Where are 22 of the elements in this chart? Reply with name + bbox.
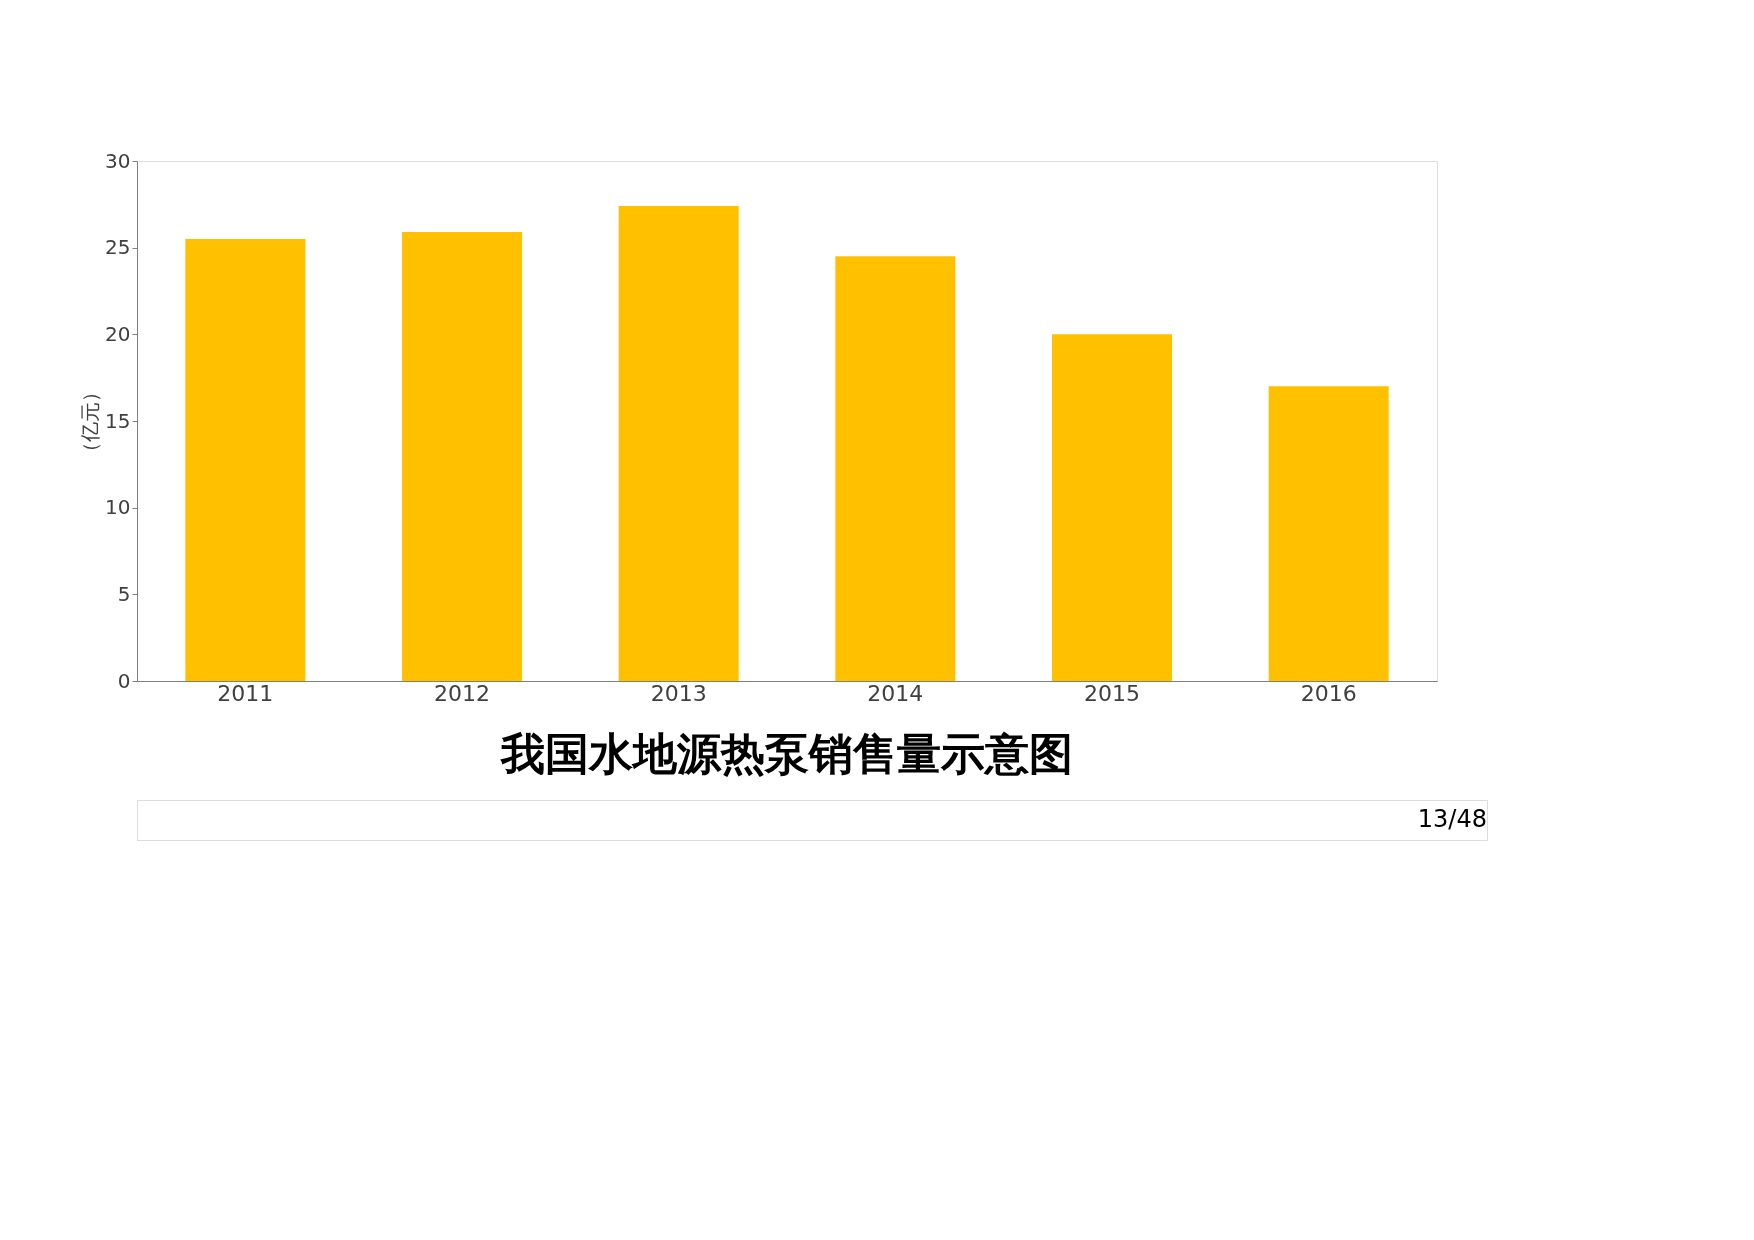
y-tick-label: 10 xyxy=(105,495,131,520)
y-tick-label: 25 xyxy=(105,235,131,260)
x-tick-label: 2012 xyxy=(434,680,490,706)
bar xyxy=(185,239,306,681)
text: 我国水地源热泵销售量示意图 xyxy=(500,728,1073,779)
x-tick-label: 2015 xyxy=(1084,680,1140,706)
x-tick-label: 2013 xyxy=(650,680,707,706)
y-axis-title: （亿元） xyxy=(78,381,103,462)
y-tick-label: 20 xyxy=(105,321,131,346)
bar xyxy=(402,232,522,681)
text: 13/48 xyxy=(1417,805,1487,833)
y-tick-label: 0 xyxy=(117,668,131,693)
bar xyxy=(618,206,739,681)
bar xyxy=(1052,334,1172,681)
y-tick-label: 30 xyxy=(105,148,131,173)
x-tick-label: 2014 xyxy=(867,680,924,706)
x-tick-label: 2016 xyxy=(1300,680,1357,706)
y-tick-label: 15 xyxy=(105,408,131,433)
bar xyxy=(835,256,956,681)
y-tick-label: 5 xyxy=(117,581,131,606)
bar xyxy=(1268,386,1389,681)
x-tick-label: 2011 xyxy=(217,680,274,706)
